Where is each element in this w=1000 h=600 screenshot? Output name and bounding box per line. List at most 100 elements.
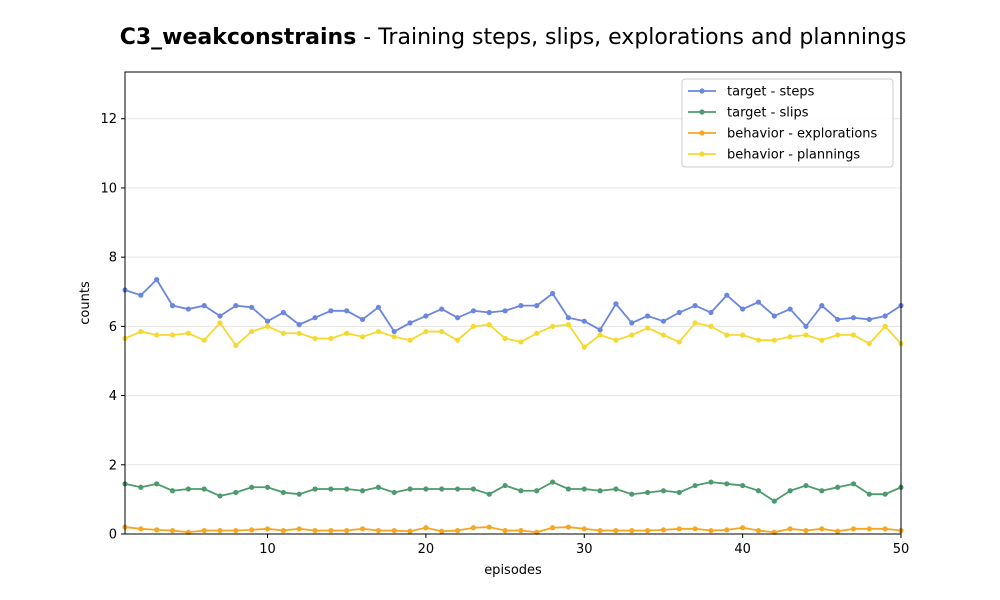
data-point <box>755 527 762 534</box>
data-point <box>201 337 207 343</box>
data-point <box>787 334 793 340</box>
data-point <box>344 308 350 314</box>
data-point <box>249 527 255 533</box>
data-point <box>296 526 302 532</box>
data-point <box>882 323 888 329</box>
data-point <box>740 332 746 338</box>
data-point <box>676 489 682 496</box>
data-point <box>470 486 477 492</box>
data-point <box>835 484 841 490</box>
data-point <box>328 308 334 314</box>
x-tick-label: 50 <box>893 542 910 557</box>
data-point <box>882 491 888 497</box>
data-point <box>201 303 207 309</box>
y-tick-label: 6 <box>109 320 117 335</box>
legend-marker <box>699 151 705 157</box>
data-point <box>645 325 651 331</box>
data-point <box>359 334 366 340</box>
data-point <box>645 313 651 319</box>
data-point <box>312 335 318 342</box>
data-point <box>138 526 144 532</box>
data-point <box>423 328 429 335</box>
data-point <box>866 341 872 347</box>
data-point <box>454 315 461 321</box>
data-point <box>502 482 508 489</box>
series-line <box>124 481 902 503</box>
data-point <box>882 526 888 532</box>
data-point <box>154 277 160 283</box>
data-point <box>233 489 239 496</box>
data-point <box>819 303 825 309</box>
data-point <box>534 303 540 309</box>
data-point <box>486 491 492 497</box>
data-point <box>359 316 366 323</box>
data-point <box>803 332 809 338</box>
data-point <box>771 313 777 319</box>
data-point <box>549 290 556 297</box>
data-point <box>565 315 572 321</box>
data-point <box>597 488 603 494</box>
data-point <box>154 527 160 533</box>
data-point <box>328 486 334 492</box>
data-point <box>549 525 556 531</box>
data-point <box>280 309 286 316</box>
data-point <box>660 488 667 494</box>
data-point <box>470 323 477 329</box>
chart-title-rest: - Training steps, slips, explorations an… <box>356 25 906 50</box>
data-point <box>328 335 334 342</box>
data-point <box>138 484 144 490</box>
data-point <box>835 316 841 323</box>
series-line <box>124 321 902 349</box>
legend-item: behavior - plannings <box>688 148 860 163</box>
data-point <box>407 486 413 492</box>
data-point <box>249 484 255 490</box>
data-point <box>724 332 730 338</box>
data-point <box>676 526 682 532</box>
data-point <box>264 484 271 490</box>
series-0 <box>122 277 904 335</box>
data-point <box>755 488 762 494</box>
data-point <box>676 309 682 316</box>
data-point <box>581 486 587 492</box>
data-point <box>470 308 477 314</box>
data-point <box>724 481 730 487</box>
data-point <box>439 528 445 534</box>
data-point <box>217 320 223 326</box>
data-point <box>296 330 302 336</box>
data-point <box>740 482 746 489</box>
y-tick-label: 2 <box>109 458 117 473</box>
data-point <box>375 328 381 335</box>
legend-marker <box>699 130 705 136</box>
data-point <box>344 330 350 336</box>
x-tick-label: 20 <box>418 542 435 557</box>
data-point <box>169 527 176 534</box>
data-point <box>597 332 603 338</box>
data-point <box>866 491 872 497</box>
data-point <box>359 526 366 532</box>
data-point <box>866 316 872 323</box>
series-line <box>124 526 902 534</box>
data-point <box>502 335 508 342</box>
data-point <box>740 525 746 531</box>
data-point <box>645 527 651 534</box>
data-point <box>660 318 667 324</box>
legend-label: behavior - explorations <box>727 127 878 142</box>
data-point <box>787 488 793 494</box>
legend-item: target - slips <box>688 106 809 121</box>
legend-label: target - slips <box>727 106 809 121</box>
data-point <box>185 486 191 492</box>
data-point <box>439 486 445 492</box>
data-point <box>613 337 619 343</box>
data-point <box>138 292 144 298</box>
data-point <box>486 524 492 530</box>
data-point <box>787 306 793 312</box>
data-point <box>803 482 809 489</box>
data-point <box>803 527 809 534</box>
data-point <box>296 322 302 328</box>
data-point <box>581 344 587 350</box>
data-point <box>866 526 872 532</box>
data-point <box>565 322 572 328</box>
data-point <box>771 337 777 343</box>
data-point <box>819 337 825 343</box>
